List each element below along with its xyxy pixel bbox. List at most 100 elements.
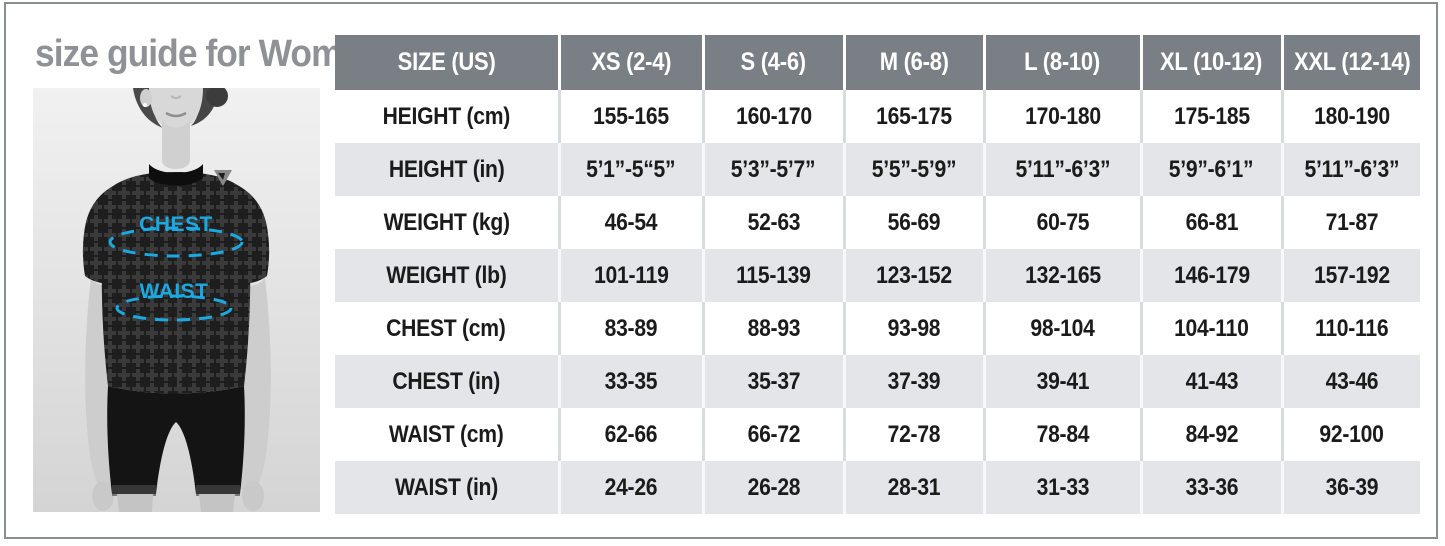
value-cell: 104-110 [1139, 302, 1282, 355]
value-cell: 5’5”-5’9” [842, 143, 984, 196]
jersey-left-sleeve [82, 186, 128, 284]
shorts [107, 386, 245, 494]
value-cell: 66-81 [1139, 196, 1282, 249]
row-label-cell: CHEST (cm) [335, 302, 559, 355]
value-cell: 36-39 [1280, 461, 1420, 514]
jersey-right-sleeve [224, 186, 270, 284]
row-label: WAIST (cm) [388, 420, 504, 448]
value-cell: 60-75 [982, 196, 1141, 249]
value-text: 5’5”-5’9” [871, 155, 957, 183]
value-cell: 175-185 [1139, 90, 1282, 143]
value-cell: 46-54 [557, 196, 703, 249]
value-cell: 43-46 [1280, 355, 1420, 408]
value-text: 24-26 [604, 473, 658, 501]
table-row: WAIST (cm) 62-66 66-72 72-78 78-84 84-92 92-10… [335, 408, 1420, 461]
right-short-hem [196, 485, 240, 496]
header-label: M (6-8) [879, 48, 949, 76]
value-cell: 98-104 [982, 302, 1141, 355]
left-short-hem [112, 485, 156, 496]
brand-logo-notch [218, 173, 225, 180]
row-label: HEIGHT (in) [388, 155, 505, 183]
row-label: CHEST (cm) [386, 314, 507, 342]
value-text: 78-84 [1036, 420, 1089, 448]
value-cell: 146-179 [1139, 249, 1282, 302]
value-cell: 66-72 [701, 408, 844, 461]
value-cell: 93-98 [842, 302, 984, 355]
header-label: SIZE (US) [397, 48, 496, 76]
value-cell: 5’11”-6’3” [1280, 143, 1420, 196]
size-column-header: S (4-6) [701, 35, 844, 90]
jersey-collar [149, 164, 203, 186]
value-cell: 123-152 [842, 249, 984, 302]
value-cell: 72-78 [842, 408, 984, 461]
header-label: XL (10-12) [1160, 48, 1263, 76]
model-photo: CHEST WAIST [33, 85, 320, 512]
page-title: size guide for Women [35, 33, 382, 75]
row-label: CHEST (in) [392, 367, 501, 395]
value-cell: 52-63 [701, 196, 844, 249]
value-text: 52-63 [747, 208, 800, 236]
value-cell: 5’11”-6’3” [982, 143, 1141, 196]
value-text: 60-75 [1036, 208, 1089, 236]
value-text: 98-104 [1030, 314, 1095, 342]
chest-label: CHEST [139, 213, 213, 236]
value-text: 46-54 [604, 208, 658, 236]
value-text: 165-175 [876, 102, 952, 130]
row-label: WAIST (in) [394, 473, 498, 501]
value-cell: 101-119 [557, 249, 703, 302]
table-row: WEIGHT (kg) 46-54 52-63 56-69 60-75 66-81 71-8… [335, 196, 1420, 249]
size-column-header: XL (10-12) [1139, 35, 1282, 90]
row-label-cell: WAIST (cm) [335, 408, 559, 461]
value-cell: 5’1”-5“5” [557, 143, 703, 196]
size-table-header-row: SIZE (US) XS (2-4) S (4-6) M (6-8) L (8-10) X… [335, 35, 1420, 90]
value-cell: 33-35 [557, 355, 703, 408]
value-cell: 115-139 [701, 249, 844, 302]
chest-measurement-ellipse [108, 226, 244, 258]
value-text: 132-165 [1024, 261, 1101, 289]
value-text: 110-116 [1315, 314, 1389, 342]
value-cell: 88-93 [701, 302, 844, 355]
value-cell: 62-66 [557, 408, 703, 461]
value-text: 36-39 [1325, 473, 1379, 501]
value-text: 43-46 [1325, 367, 1379, 395]
value-text: 72-78 [887, 420, 941, 448]
size-attribute-column-header: SIZE (US) [335, 35, 559, 90]
row-label-cell: WAIST (in) [335, 461, 559, 514]
right-leg [199, 494, 235, 512]
earring [143, 103, 147, 107]
value-text: 101-119 [593, 261, 669, 289]
value-cell: 71-87 [1280, 196, 1420, 249]
value-cell: 26-28 [701, 461, 844, 514]
mouth [165, 111, 187, 118]
value-text: 84-92 [1185, 420, 1238, 448]
size-column-header: L (8-10) [982, 35, 1141, 90]
header-label: XXL (12-14) [1293, 48, 1411, 76]
value-text: 62-66 [604, 420, 658, 448]
value-cell: 5’9”-6’1” [1139, 143, 1282, 196]
value-cell: 92-100 [1280, 408, 1420, 461]
value-cell: 132-165 [982, 249, 1141, 302]
value-text: 66-72 [747, 420, 800, 448]
table-row: WAIST (in) 24-26 26-28 28-31 31-33 33-36 36-39 [335, 461, 1420, 514]
left-hand [92, 481, 114, 511]
value-text: 33-36 [1185, 473, 1238, 501]
value-text: 170-180 [1024, 102, 1101, 130]
size-guide-table: SIZE (US) XS (2-4) S (4-6) M (6-8) L (8-10) X… [335, 35, 1420, 514]
header-label: XS (2-4) [591, 48, 671, 76]
jersey-zipper [177, 186, 179, 388]
value-cell: 165-175 [842, 90, 984, 143]
value-text: 5’1”-5“5” [586, 155, 676, 183]
table-row: CHEST (cm) 83-89 88-93 93-98 98-104 104-110 11… [335, 302, 1420, 355]
neck [162, 120, 190, 169]
value-text: 39-41 [1036, 367, 1089, 395]
value-text: 92-100 [1319, 420, 1384, 448]
value-text: 28-31 [887, 473, 941, 501]
table-row: CHEST (in) 33-35 35-37 37-39 39-41 41-43 43-46 [335, 355, 1420, 408]
row-label-cell: CHEST (in) [335, 355, 559, 408]
waist-measurement-ellipse [115, 294, 233, 322]
value-text: 115-139 [736, 261, 811, 289]
value-text: 93-98 [887, 314, 941, 342]
row-label-cell: WEIGHT (lb) [335, 249, 559, 302]
size-column-header: XS (2-4) [557, 35, 703, 90]
value-cell: 170-180 [982, 90, 1141, 143]
